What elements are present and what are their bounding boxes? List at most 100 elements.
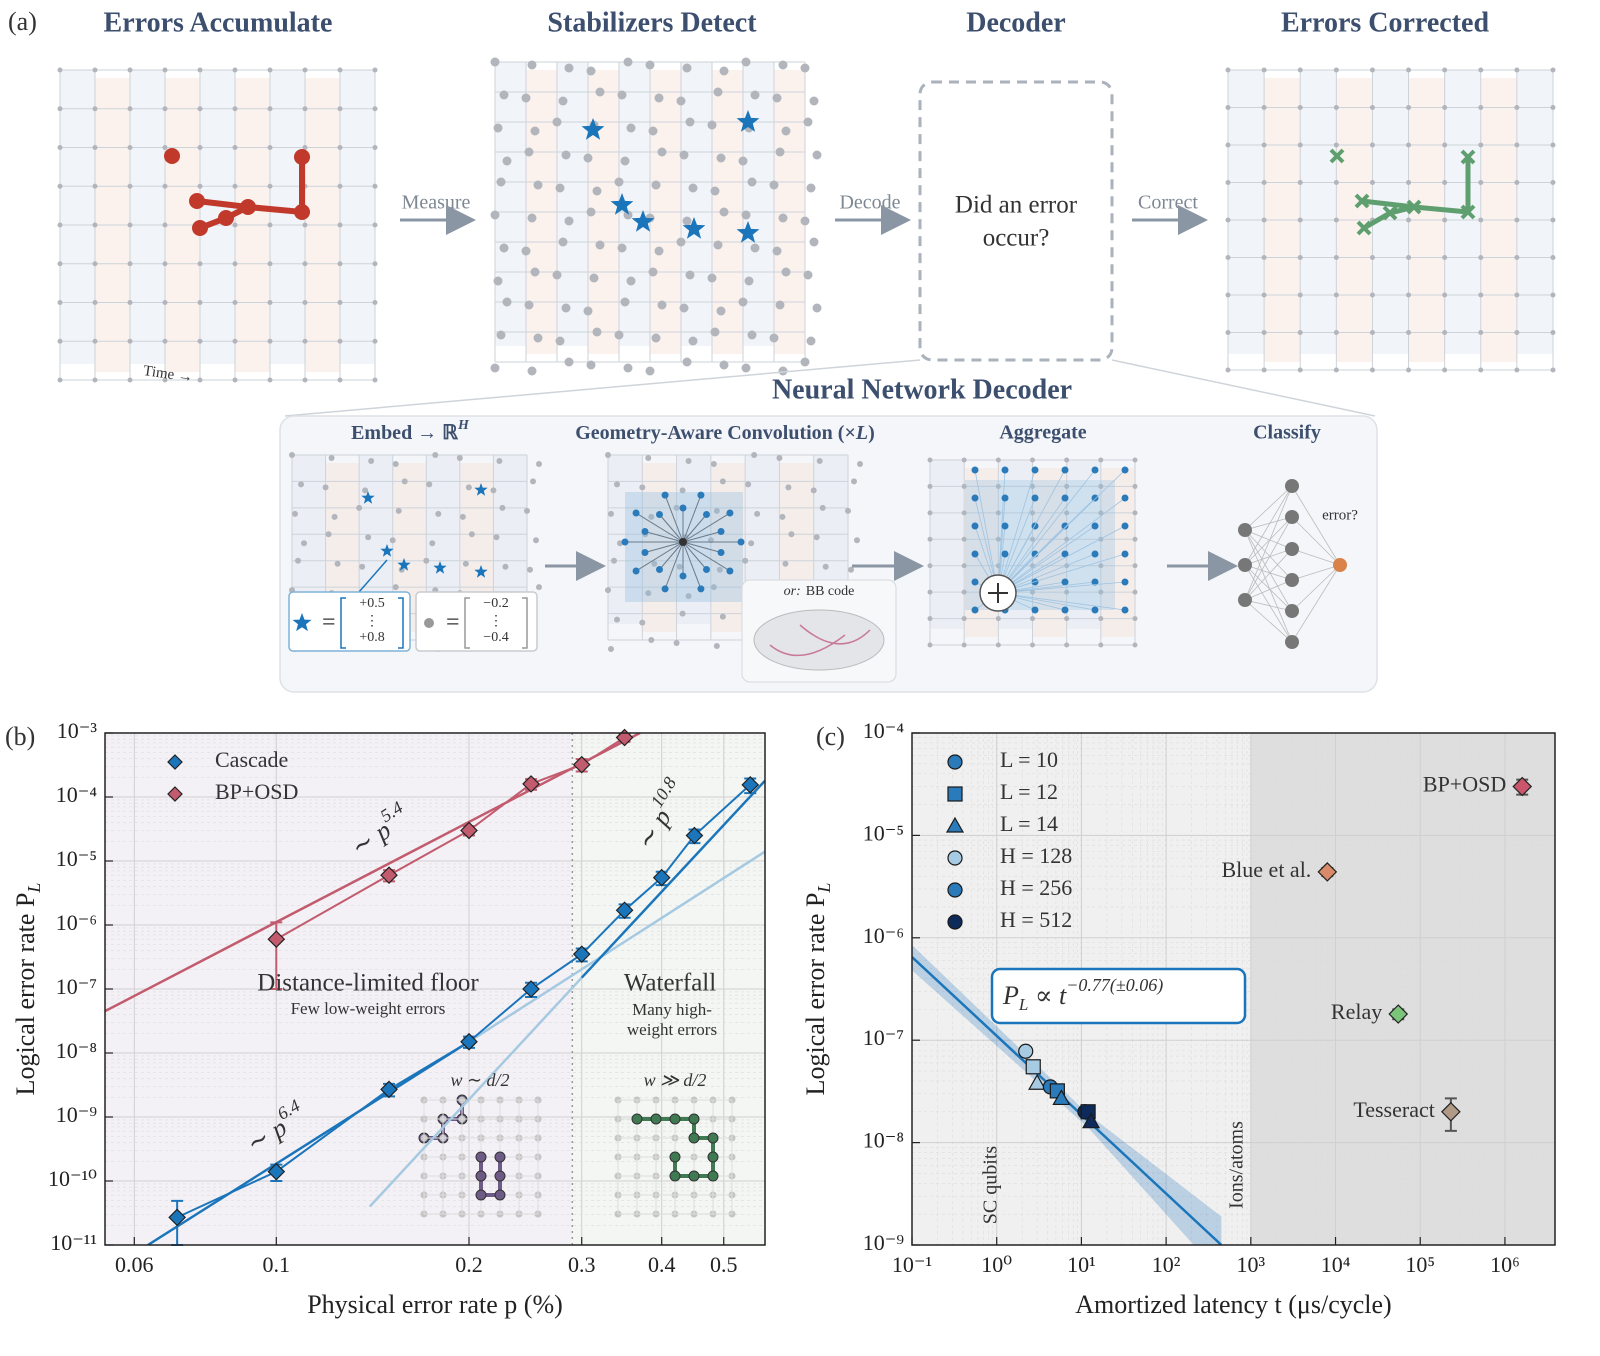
lattice-node bbox=[372, 300, 378, 305]
lattice-node bbox=[1064, 589, 1070, 595]
lattice-node bbox=[741, 210, 751, 220]
lattice-node bbox=[648, 513, 655, 520]
lattice-node bbox=[392, 584, 399, 591]
lattice-node bbox=[617, 243, 627, 253]
x-mark bbox=[1406, 199, 1422, 215]
lattice-node bbox=[710, 327, 720, 337]
bb-prefix: or: bbox=[784, 584, 801, 599]
pool-node bbox=[1061, 522, 1069, 530]
lattice-node bbox=[533, 333, 543, 343]
vector-entry: +0.5 bbox=[359, 596, 384, 611]
lattice-node bbox=[713, 87, 723, 97]
lattice-node bbox=[1261, 217, 1267, 223]
lattice-node bbox=[738, 297, 748, 307]
pool-node bbox=[1091, 494, 1099, 502]
lattice-node bbox=[162, 261, 168, 267]
lattice-node bbox=[1225, 217, 1231, 223]
y-tick-label: 10⁻⁹ bbox=[863, 1230, 905, 1255]
inset-label: w ∼ d/2 bbox=[450, 1070, 509, 1090]
x-tick-label: 10⁻¹ bbox=[892, 1252, 932, 1277]
lattice-node bbox=[1514, 105, 1520, 110]
x-mark bbox=[1354, 193, 1370, 209]
lattice-node bbox=[595, 87, 605, 97]
lattice-node bbox=[775, 147, 785, 157]
pool-line bbox=[997, 497, 1066, 594]
arrow-label: Decode bbox=[839, 192, 900, 214]
neuron bbox=[1285, 510, 1299, 524]
lattice-node bbox=[490, 487, 497, 494]
lattice-node bbox=[1478, 180, 1484, 185]
lattice-node bbox=[1478, 142, 1484, 148]
lattice-node bbox=[267, 222, 273, 228]
lattice-node bbox=[423, 557, 430, 564]
x-tick-label: 0.3 bbox=[568, 1252, 596, 1277]
edge bbox=[1244, 599, 1293, 612]
inset-error-node bbox=[475, 1170, 487, 1182]
lattice-node bbox=[558, 96, 568, 106]
lattice-node bbox=[1030, 616, 1035, 622]
pool-node bbox=[1001, 550, 1009, 558]
lattice-node bbox=[92, 145, 98, 150]
lattice-node bbox=[162, 222, 168, 228]
spoke bbox=[682, 531, 722, 543]
spoke bbox=[644, 531, 684, 543]
x-tick-label: 10¹ bbox=[1067, 1252, 1096, 1277]
lattice-node bbox=[1297, 330, 1303, 335]
star bbox=[380, 544, 394, 557]
y-label: Logical error rate P bbox=[11, 893, 40, 1096]
lattice-node bbox=[395, 507, 402, 514]
neighbor bbox=[717, 549, 725, 557]
lattice-node bbox=[57, 222, 63, 228]
lattice-node bbox=[800, 63, 810, 73]
pool-node bbox=[1091, 550, 1099, 558]
lattice-node bbox=[716, 153, 726, 163]
lattice-node bbox=[639, 619, 646, 626]
lattice-node bbox=[781, 267, 791, 277]
lattice-node bbox=[1442, 255, 1448, 260]
lattice-node bbox=[806, 183, 816, 193]
lattice-node bbox=[1550, 292, 1556, 298]
lattice-node bbox=[57, 300, 63, 305]
zoom-lines bbox=[284, 359, 1376, 417]
star bbox=[292, 613, 312, 632]
lattice-node bbox=[673, 640, 680, 646]
lattice-node bbox=[961, 589, 967, 595]
lattice-node bbox=[530, 126, 540, 136]
pool-node bbox=[971, 550, 979, 558]
edge bbox=[1291, 564, 1341, 581]
edge bbox=[1291, 564, 1341, 612]
lattice-node bbox=[1333, 255, 1339, 260]
lattice-node bbox=[232, 106, 238, 112]
embed-sup: H bbox=[457, 418, 470, 433]
lattice-node bbox=[368, 458, 375, 464]
lattice-node bbox=[1550, 180, 1556, 185]
lattice-node bbox=[1514, 292, 1520, 298]
x-tick-label: 10⁰ bbox=[981, 1252, 1012, 1277]
x-tick-label: 10⁶ bbox=[1490, 1252, 1520, 1277]
neighbor bbox=[632, 567, 640, 575]
lattice-node bbox=[337, 300, 343, 305]
pool-node bbox=[971, 466, 979, 474]
conv-end: ) bbox=[868, 422, 875, 444]
lattice-node bbox=[502, 156, 512, 166]
lattice-node bbox=[623, 57, 633, 67]
data-point bbox=[572, 755, 591, 774]
neuron bbox=[1238, 558, 1252, 572]
y-tick-label: 10⁻⁹ bbox=[56, 1102, 98, 1127]
neighbor bbox=[632, 509, 640, 517]
lattice-node bbox=[57, 338, 63, 344]
edge bbox=[1244, 599, 1293, 643]
lattice-node bbox=[502, 563, 509, 570]
lattice-node bbox=[552, 270, 562, 280]
inset-error-node bbox=[475, 1151, 487, 1163]
lattice-node bbox=[1514, 67, 1520, 73]
lattice-node bbox=[197, 183, 203, 189]
lattice-node bbox=[127, 222, 133, 228]
vector-entry: −0.2 bbox=[483, 596, 508, 611]
edge bbox=[1244, 564, 1293, 581]
lattice-node bbox=[1030, 589, 1035, 595]
neighbor bbox=[679, 504, 687, 512]
neighbor bbox=[655, 510, 663, 518]
lattice-node bbox=[1442, 292, 1448, 298]
lattice-node bbox=[772, 246, 782, 256]
